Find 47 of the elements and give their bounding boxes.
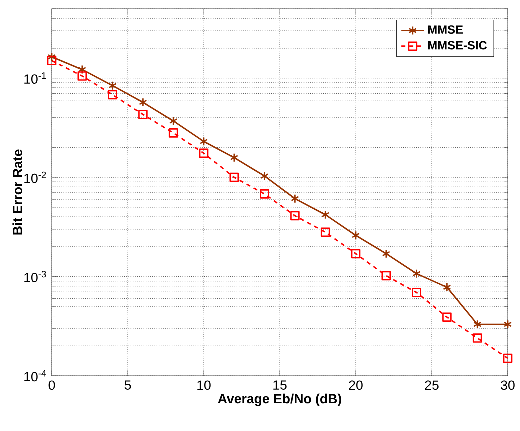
point: [78, 72, 88, 81]
x-tick-label: 5: [124, 380, 132, 390]
x-tick-label: 30: [501, 380, 515, 390]
point: [320, 228, 330, 238]
legend-label: MMSE: [428, 26, 464, 34]
point: [412, 269, 421, 279]
point: [169, 116, 178, 126]
point: [473, 320, 482, 330]
point: [230, 172, 240, 182]
point: [442, 312, 452, 322]
point: [200, 137, 208, 146]
x-tick-label: 20: [349, 380, 363, 390]
y-tick-label: 10$^{-3}$: [24, 271, 46, 283]
point: [290, 211, 300, 221]
point: [260, 190, 270, 199]
y-tick-label: 10$^{-2}$: [24, 172, 46, 184]
x-axis-title: Average Eb/No (dB): [218, 394, 342, 406]
point: [230, 153, 239, 163]
point: [48, 52, 56, 62]
point: [260, 172, 269, 181]
point: [351, 249, 361, 259]
point: [139, 98, 148, 108]
point: [503, 354, 513, 364]
y-axis-title: Bit Error Rate: [12, 150, 22, 235]
point: [291, 194, 300, 204]
point: [382, 271, 392, 281]
y-tick-label: 10$^{-1}$: [24, 72, 46, 84]
y-tick-label: 10$^{-4}$: [24, 370, 46, 382]
point: [78, 65, 87, 74]
point: [472, 334, 482, 343]
point: [47, 56, 57, 66]
point: [412, 288, 422, 298]
point: [504, 320, 512, 330]
point: [168, 128, 178, 138]
point: [321, 210, 330, 220]
x-tick-label: 10: [198, 380, 211, 390]
x-tick-label: 25: [425, 380, 439, 390]
x-tick-label: 0: [48, 380, 56, 390]
point: [138, 110, 148, 120]
x-tick-label: 15: [274, 380, 287, 390]
point: [199, 148, 209, 158]
point: [108, 90, 118, 100]
point: [382, 249, 391, 259]
point: [108, 81, 117, 91]
legend-label: MMSE-SIC: [428, 41, 488, 50]
point: [443, 282, 452, 292]
point: [352, 230, 360, 240]
